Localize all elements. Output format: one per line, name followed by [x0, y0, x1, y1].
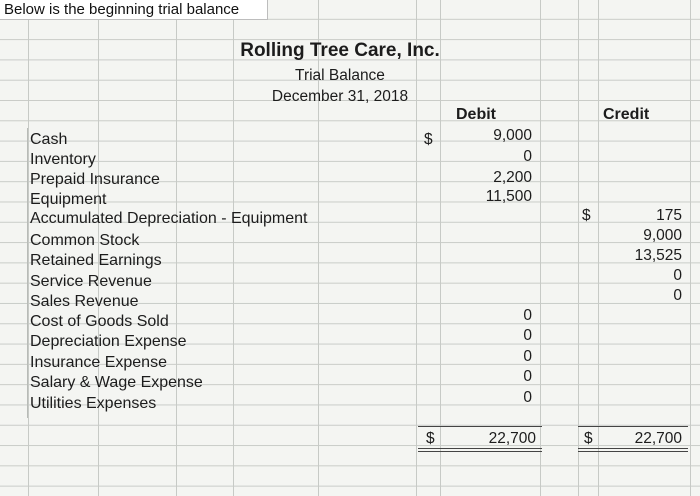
debit-column-header: Debit [456, 106, 496, 123]
credit-cell[interactable]: 9,000 [643, 227, 682, 244]
account-label-service-revenue[interactable]: Service Revenue [30, 273, 152, 290]
grid-column-line [176, 0, 177, 496]
grid-column-line [416, 0, 417, 496]
account-label-retained-earnings[interactable]: Retained Earnings [30, 252, 162, 269]
account-label-equipment[interactable]: Equipment [30, 191, 107, 208]
debit-cell[interactable]: 9,000 [493, 127, 532, 144]
debit-cell[interactable]: 0 [523, 307, 532, 324]
grid-column-line [318, 0, 319, 496]
debit-total-underline [418, 426, 542, 427]
account-label-inventory[interactable]: Inventory [30, 151, 96, 168]
problem-caption: Below is the beginning trial balance [0, 0, 268, 20]
grid-column-line [540, 0, 541, 496]
credit-total[interactable]: 22,700 [634, 430, 682, 447]
credit-total-double-underline [578, 448, 688, 452]
account-label-accumulated-depreciation[interactable]: Accumulated Depreciation - Equipment [30, 210, 308, 227]
report-title: Trial Balance [295, 67, 385, 84]
grid-column-line [598, 0, 599, 496]
credit-cell[interactable]: 13,525 [634, 247, 682, 264]
credit-cell[interactable]: 175 [656, 207, 682, 224]
debit-cell[interactable]: 2,200 [493, 169, 532, 186]
debit-dollar-sign: $ [424, 131, 433, 148]
grid-column-line [690, 0, 691, 496]
account-label-salary-wage-expense[interactable]: Salary & Wage Expense [30, 374, 203, 391]
account-list-border [27, 128, 328, 418]
account-label-cost-of-goods-sold[interactable]: Cost of Goods Sold [30, 313, 169, 330]
credit-cell[interactable]: 0 [673, 267, 682, 284]
account-label-insurance-expense[interactable]: Insurance Expense [30, 354, 167, 371]
grid-column-line [440, 0, 441, 496]
account-label-cash[interactable]: Cash [30, 131, 68, 148]
credit-cell[interactable]: 0 [673, 287, 682, 304]
debit-cell[interactable]: 11,500 [485, 188, 532, 205]
account-label-utilities-expenses[interactable]: Utilities Expenses [30, 395, 157, 412]
debit-total-double-underline [418, 448, 542, 452]
report-date: December 31, 2018 [271, 88, 409, 105]
debit-cell[interactable]: 0 [523, 368, 532, 385]
account-label-sales-revenue[interactable]: Sales Revenue [30, 293, 139, 310]
debit-total-dollar-sign: $ [426, 430, 435, 447]
debit-cell[interactable]: 0 [523, 348, 532, 365]
credit-total-dollar-sign: $ [584, 430, 593, 447]
debit-cell[interactable]: 0 [523, 327, 532, 344]
account-label-depreciation-expense[interactable]: Depreciation Expense [30, 333, 187, 350]
credit-total-underline [578, 426, 688, 427]
grid-column-line [28, 0, 29, 496]
credit-column-header: Credit [603, 106, 650, 123]
company-name: Rolling Tree Care, Inc. [240, 40, 440, 61]
grid-column-line [233, 0, 234, 496]
account-label-common-stock[interactable]: Common Stock [30, 232, 140, 249]
credit-dollar-sign: $ [582, 207, 591, 224]
grid-column-line [578, 0, 579, 496]
debit-cell[interactable]: 0 [523, 148, 532, 165]
account-label-prepaid-insurance[interactable]: Prepaid Insurance [30, 171, 160, 188]
debit-total[interactable]: 22,700 [488, 430, 536, 447]
debit-cell[interactable]: 0 [523, 389, 532, 406]
grid-column-line [98, 0, 99, 496]
